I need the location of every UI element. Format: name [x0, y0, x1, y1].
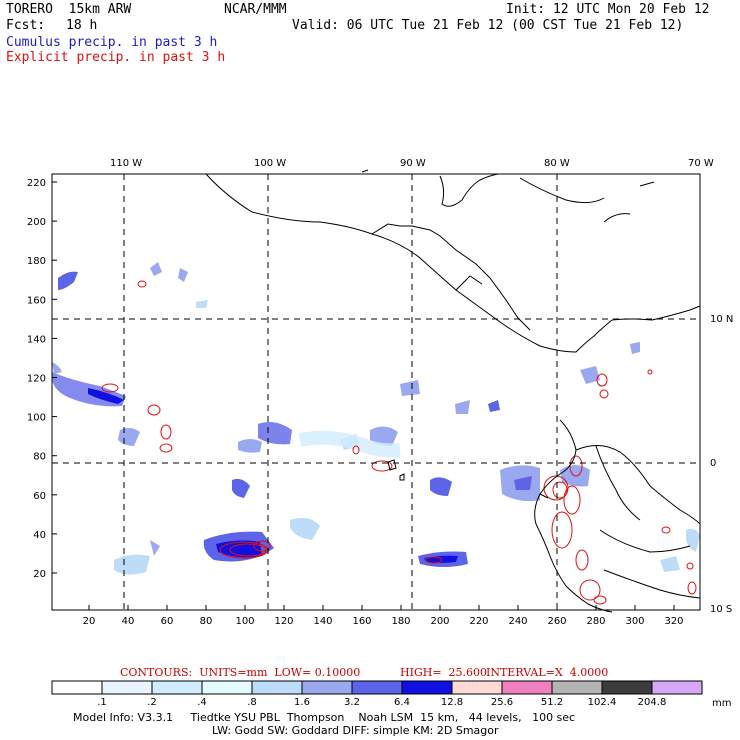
y-tick-label: 120 — [27, 374, 46, 385]
x-tick-label: 180 — [391, 616, 410, 627]
contour-units: CONTOURS: UNITS=mm LOW= 0.10000 — [120, 666, 361, 679]
colorbar-swatch — [51, 680, 103, 695]
x-tick-label: 260 — [547, 616, 566, 627]
colorbar-swatch — [551, 680, 603, 695]
colorbar-swatch — [151, 680, 203, 695]
fcst-value: 18 h — [66, 18, 98, 33]
colorbar-label: 102.4 — [588, 697, 617, 708]
colorbar-label: 1.6 — [294, 697, 310, 708]
x-tick-label: 40 — [122, 616, 135, 627]
contour-interval: INTERVAL=X 4.0000 — [486, 666, 609, 679]
x-tick-label: 20 — [83, 616, 96, 627]
graticule — [52, 174, 700, 610]
x-tick-label: 300 — [625, 616, 644, 627]
colorbar-label: 51.2 — [541, 697, 563, 708]
x-tick-label: 60 — [161, 616, 174, 627]
colorbar-label: 6.4 — [394, 697, 410, 708]
org-label: NCAR/MMM — [224, 2, 287, 17]
lat-label-10s: 10 S — [710, 604, 732, 615]
x-tick-label: 160 — [352, 616, 371, 627]
y-tick-label: 160 — [27, 295, 46, 306]
y-tick-label: 200 — [27, 217, 46, 228]
x-tick-label: 80 — [200, 616, 213, 627]
fcst-label: Fcst: — [6, 18, 46, 33]
x-tick-label: 320 — [664, 616, 683, 627]
y-tick-label: 100 — [27, 413, 46, 424]
x-tick-label: 140 — [313, 616, 332, 627]
y-tick-label: 80 — [33, 452, 46, 463]
init-time: Init: 12 UTC Mon 20 Feb 12 — [506, 2, 710, 17]
x-tick-label: 280 — [586, 616, 605, 627]
y-tick-label: 220 — [27, 178, 46, 189]
precip-red-contours — [101, 280, 697, 605]
y-tick-label: 20 — [33, 569, 46, 580]
colorbar-label: .8 — [247, 697, 257, 708]
precip-colorbar: .1 .2 .4 .8 1.6 3.2 6.4 12.8 25.6 51.2 102.4 204.8 — [51, 680, 703, 708]
colorbar-swatch — [201, 680, 253, 695]
lon-label-100w: 100 W — [254, 158, 286, 169]
lon-label-110w: 110 W — [110, 158, 142, 169]
colorbar-swatch — [451, 680, 503, 695]
colorbar-swatch — [301, 680, 353, 695]
cumulus-legend: Cumulus precip. in past 3 h — [6, 35, 218, 50]
model-title: TORERO 15km ARW — [6, 2, 132, 17]
y-tick-label: 180 — [27, 256, 46, 267]
colorbar-swatch — [251, 680, 303, 695]
colorbar-label: .2 — [147, 697, 157, 708]
colorbar-swatch — [601, 680, 653, 695]
x-tick-label: 200 — [430, 616, 449, 627]
coastlines — [205, 169, 701, 613]
colorbar-label: 25.6 — [491, 697, 513, 708]
lon-label-70w: 70 W — [688, 158, 714, 169]
lon-label-80w: 80 W — [544, 158, 570, 169]
plot-frame — [51, 173, 701, 611]
y-tick-label: 40 — [33, 530, 46, 541]
x-tick-label: 100 — [235, 616, 254, 627]
contour-high: HIGH= 25.600 — [400, 666, 488, 679]
explicit-legend: Explicit precip. in past 3 h — [6, 50, 226, 65]
model-info: Model Info: V3.3.1 Tiedtke YSU PBL Thomp… — [73, 711, 576, 724]
colorbar-label: .4 — [197, 697, 207, 708]
colorbar-label: 3.2 — [344, 697, 360, 708]
model-physics: LW: Godd SW: Goddard DIFF: simple KM: 2D… — [212, 724, 499, 737]
precip-blue-shading — [52, 262, 700, 575]
lon-label-90w: 90 W — [400, 158, 426, 169]
colorbar-swatch — [501, 680, 553, 695]
valid-time: Valid: 06 UTC Tue 21 Feb 12 (00 CST Tue … — [292, 18, 684, 33]
x-tick-label: 240 — [508, 616, 527, 627]
colorbar-unit: mm — [712, 698, 731, 709]
colorbar-label: 12.8 — [441, 697, 463, 708]
x-tick-label: 220 — [469, 616, 488, 627]
colorbar-label: 204.8 — [638, 697, 667, 708]
y-tick-label: 140 — [27, 334, 46, 345]
colorbar-swatch — [351, 680, 403, 695]
y-tick-label: 60 — [33, 491, 46, 502]
colorbar-label: .1 — [97, 697, 107, 708]
lat-label-0: 0 — [710, 458, 716, 469]
lat-label-10n: 10 N — [710, 314, 733, 325]
colorbar-swatch — [401, 680, 453, 695]
x-tick-label: 120 — [274, 616, 293, 627]
colorbar-swatch — [651, 680, 703, 695]
colorbar-swatch — [101, 680, 153, 695]
